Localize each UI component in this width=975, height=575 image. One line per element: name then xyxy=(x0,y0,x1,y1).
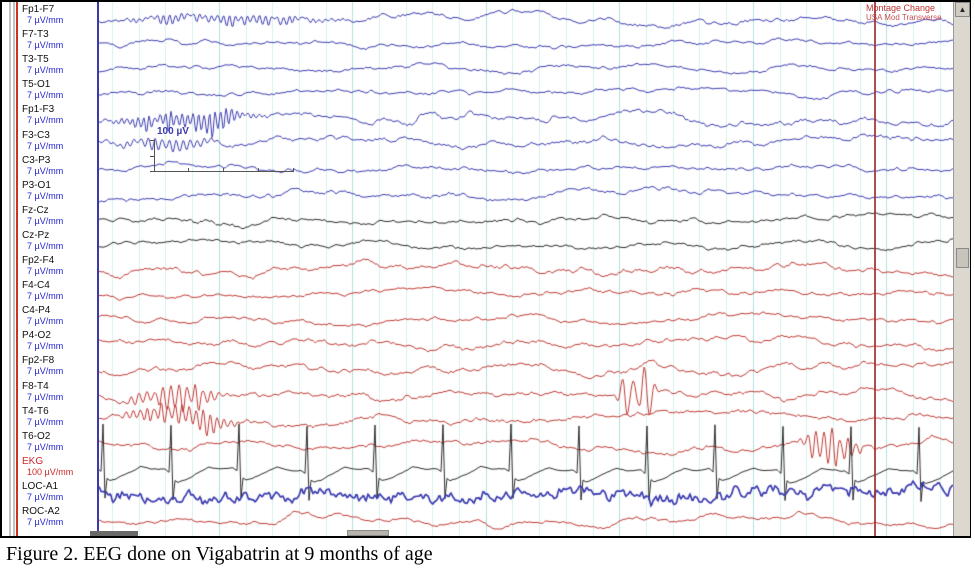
scroll-up-button[interactable]: ▲ xyxy=(955,2,970,17)
channel-label-t4-t6[interactable]: T4-T6 7 µV/mm xyxy=(22,406,97,431)
vertical-scrollbar-thumb[interactable] xyxy=(956,248,969,268)
channel-label-fp2-f4[interactable]: Fp2-F4 7 µV/mm xyxy=(22,255,97,280)
channel-sensitivity: 7 µV/mm xyxy=(27,416,64,427)
montage-change-cursor-line[interactable] xyxy=(874,2,876,536)
channel-name: T6-O2 xyxy=(22,430,51,442)
channel-sensitivity: 7 µV/mm xyxy=(27,266,64,276)
channel-label-p4-o2[interactable]: P4-O2 7 µV/mm xyxy=(22,330,97,355)
montage-name-text: USA Mod Transverse xyxy=(866,13,942,22)
channel-name: Fz-Cz xyxy=(22,204,49,216)
calibration-tick xyxy=(150,140,154,141)
calibration-tick xyxy=(223,168,224,172)
channel-label-f7-t3[interactable]: F7-T3 7 µV/mm xyxy=(22,29,97,54)
calibration-tick xyxy=(188,168,189,172)
channel-name: T4-T6 xyxy=(22,405,49,417)
figure-caption: Figure 2. EEG done on Vigabatrin at 9 mo… xyxy=(6,543,433,565)
channel-sensitivity: 7 µV/mm xyxy=(27,517,64,527)
channel-name: C3-P3 xyxy=(22,154,51,166)
channel-label-cz-pz[interactable]: Cz-Pz 7 µV/mm xyxy=(22,230,97,255)
channel-sensitivity: 7 µV/mm xyxy=(27,215,64,226)
channel-sensitivity: 7 µV/mm xyxy=(27,140,64,151)
channel-sensitivity: 7 µV/mm xyxy=(27,240,64,251)
channel-name: Fp2-F4 xyxy=(22,255,55,266)
channel-name: LOC-A1 xyxy=(22,480,59,492)
channel-name: F8-T4 xyxy=(22,380,49,392)
record-marker-rail xyxy=(16,2,18,536)
calibration-tick xyxy=(258,168,259,172)
channel-sensitivity: 7 µV/mm xyxy=(27,316,64,327)
channel-label-roc-a2[interactable]: ROC-A2 7 µV/mm xyxy=(22,506,97,531)
montage-change-annotation: Montage Change USA Mod Transverse xyxy=(866,3,966,23)
channel-name: ROC-A2 xyxy=(22,506,60,517)
calibration-horizontal-bar xyxy=(154,171,294,172)
panel-splitter-grip[interactable] xyxy=(13,2,15,536)
montage-change-text: Montage Change xyxy=(866,3,936,13)
channel-name: P3-O1 xyxy=(22,179,51,191)
calibration-tick xyxy=(150,156,154,157)
channel-label-f3-c3[interactable]: F3-C3 7 µV/mm xyxy=(22,130,97,155)
eeg-traces-canvas[interactable] xyxy=(99,2,953,536)
channel-sensitivity: 7 µV/mm xyxy=(27,165,64,176)
channel-sensitivity: 7 µV/mm xyxy=(27,190,64,201)
channel-label-loc-a1[interactable]: LOC-A1 7 µV/mm xyxy=(22,481,97,506)
channel-sensitivity: 7 µV/mm xyxy=(27,291,64,302)
channel-label-fz-cz[interactable]: Fz-Cz 7 µV/mm xyxy=(22,205,97,230)
channel-label-c3-p3[interactable]: C3-P3 7 µV/mm xyxy=(22,155,97,180)
channel-label-f4-c4[interactable]: F4-C4 7 µV/mm xyxy=(22,280,97,305)
eeg-viewer-window: Fp1-F7 7 µV/mm F7-T3 7 µV/mm T3-T5 7 µV/mm T5-… xyxy=(0,0,971,538)
channel-name: EKG xyxy=(22,455,44,467)
channel-sensitivity: 7 µV/mm xyxy=(27,40,64,51)
channel-label-fp1-f3[interactable]: Fp1-F3 7 µV/mm xyxy=(22,104,97,129)
horizontal-scrollbar-thumb[interactable] xyxy=(347,530,389,536)
calibration-vertical-bar xyxy=(154,140,155,172)
scroll-up-icon: ▲ xyxy=(958,5,967,14)
channel-sensitivity: 7 µV/mm xyxy=(27,115,64,126)
channel-label-t3-t5[interactable]: T3-T5 7 µV/mm xyxy=(22,54,97,79)
vertical-scrollbar[interactable]: ▲ xyxy=(953,2,970,536)
channel-sensitivity: 7 µV/mm xyxy=(27,341,64,352)
channel-label-t5-o1[interactable]: T5-O1 7 µV/mm xyxy=(22,79,97,104)
channel-name: P4-O2 xyxy=(22,330,51,342)
panel-splitter[interactable] xyxy=(9,2,11,536)
calibration-label: 100 µV xyxy=(157,126,189,137)
channel-name: Cz-Pz xyxy=(22,229,50,241)
calibration-tick xyxy=(293,168,294,172)
channel-name: F7-T3 xyxy=(22,29,49,41)
channel-sensitivity: 7 µV/mm xyxy=(27,15,64,25)
calibration-tick xyxy=(150,171,154,172)
channel-label-fp2-f8[interactable]: Fp2-F8 7 µV/mm xyxy=(22,355,97,380)
channel-label-c4-p4[interactable]: C4-P4 7 µV/mm xyxy=(22,305,97,330)
channel-name: C4-P4 xyxy=(22,305,51,317)
channel-name: Fp2-F8 xyxy=(22,355,55,367)
channel-sensitivity: 7 µV/mm xyxy=(27,391,64,402)
channel-label-t6-o2[interactable]: T6-O2 7 µV/mm xyxy=(22,431,97,456)
channel-name: Fp1-F7 xyxy=(22,4,55,15)
channel-name: Fp1-F3 xyxy=(22,104,55,116)
channel-name: F3-C3 xyxy=(22,129,50,141)
channel-label-fp1-f7[interactable]: Fp1-F7 7 µV/mm xyxy=(22,4,97,29)
channel-sensitivity: 7 µV/mm xyxy=(27,366,64,377)
channel-name: F4-C4 xyxy=(22,280,50,292)
channel-label-f8-t4[interactable]: F8-T4 7 µV/mm xyxy=(22,381,97,406)
channel-sensitivity: 7 µV/mm xyxy=(27,65,64,76)
channel-label-ekg[interactable]: EKG 100 µV/mm xyxy=(22,456,97,481)
channel-sensitivity: 7 µV/mm xyxy=(27,90,64,101)
channel-label-p3-o1[interactable]: P3-O1 7 µV/mm xyxy=(22,180,97,205)
trace-area-left-border xyxy=(97,2,99,536)
channel-sensitivity: 100 µV/mm xyxy=(27,466,74,477)
channel-sensitivity: 7 µV/mm xyxy=(27,491,64,502)
channel-label-panel: Fp1-F7 7 µV/mm F7-T3 7 µV/mm T3-T5 7 µV/mm T5-… xyxy=(22,2,97,536)
channel-name: T3-T5 xyxy=(22,54,49,66)
horizontal-scrollbar-segment[interactable] xyxy=(90,531,138,536)
channel-name: T5-O1 xyxy=(22,79,51,91)
channel-sensitivity: 7 µV/mm xyxy=(27,441,64,452)
